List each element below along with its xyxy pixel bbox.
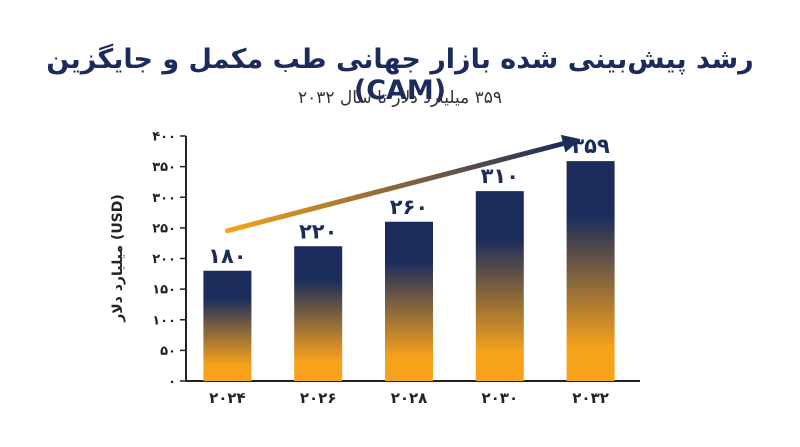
- bar: [385, 221, 433, 381]
- bar: [203, 270, 252, 381]
- x-tick-label: ۲۰۲۶: [300, 389, 337, 407]
- y-tick-label: ۲۵۰: [152, 221, 176, 236]
- y-axis-label: میلیارد دلار (USD): [110, 194, 126, 323]
- chart-subtitle: ۳۵۹ میلیارد دلار تا سال ۲۰۳۲: [297, 88, 503, 108]
- x-tick-label: ۲۰۳۲: [572, 389, 609, 407]
- chart-title: رشد پیش‌بینی شده بازار جهانی طب مکمل و ج…: [46, 44, 754, 106]
- y-tick-label: ۳۵۰: [152, 160, 176, 175]
- x-tick-label: ۲۰۲۸: [391, 389, 428, 407]
- bar: [566, 161, 615, 381]
- x-tick-label: ۲۰۳۰: [481, 389, 518, 407]
- y-tick-label: ۲۰۰: [152, 252, 176, 267]
- y-tick-label: ۱۵۰: [152, 283, 176, 298]
- bar-value-label: ۲۶۰: [390, 195, 428, 219]
- y-tick-label: ۳۰۰: [152, 191, 176, 206]
- y-tick-label: ۱۰۰: [152, 313, 176, 328]
- trend-arrow-shaft: [224, 141, 566, 234]
- bar: [294, 246, 343, 381]
- bar-value-label: ۱۸۰: [208, 244, 246, 268]
- bar-value-label: ۲۲۰: [299, 219, 337, 243]
- bar-value-label: ۳۱۰: [481, 164, 519, 188]
- y-tick-label: ۵۰: [160, 344, 176, 359]
- x-tick-label: ۲۰۲۴: [209, 389, 246, 407]
- bar: [475, 191, 524, 381]
- y-tick-label: ۰: [168, 375, 176, 390]
- trend-arrow-head: [560, 134, 581, 153]
- bar-value-label: ۳۵۹: [571, 134, 610, 158]
- y-tick-label: ۴۰۰: [152, 130, 176, 145]
